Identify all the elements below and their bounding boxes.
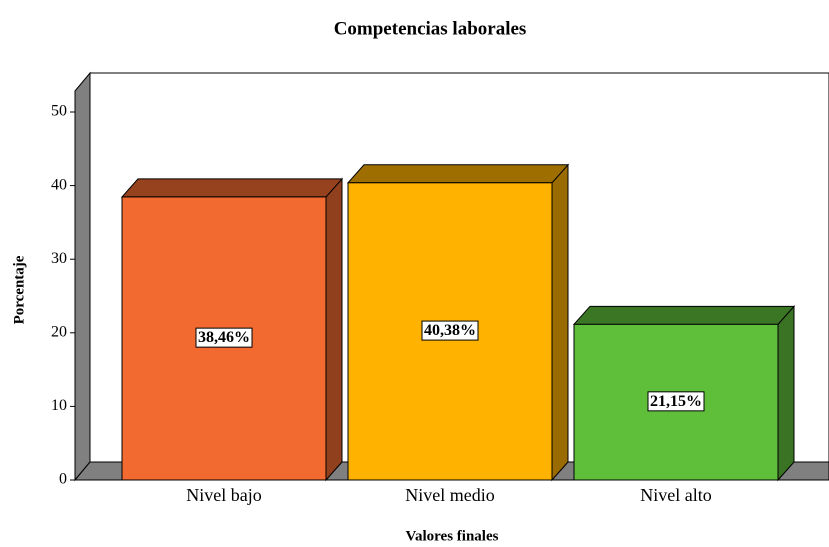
value-label-box [195, 327, 253, 348]
bar-top [346, 164, 570, 184]
value-label: 21,15% [650, 393, 702, 410]
left-wall [74, 71, 91, 482]
bar-side [325, 177, 343, 482]
y-tick-label: 20 [51, 323, 67, 340]
x-axis-label: Valores finales [406, 528, 499, 544]
bar-side [551, 163, 569, 482]
y-tick-label: 0 [59, 471, 67, 488]
y-tick-label: 50 [51, 103, 67, 120]
y-tick-label: 10 [51, 397, 67, 414]
x-tick-label: Nivel medio [405, 485, 494, 505]
value-label-box [421, 320, 479, 341]
bar-side [777, 305, 795, 482]
y-tick-label: 30 [51, 250, 67, 267]
x-tick-label: Nivel bajo [186, 485, 261, 505]
y-axis-label: Porcentaje [11, 255, 27, 324]
bar-top [120, 178, 344, 198]
y-tick-label: 40 [51, 176, 67, 193]
value-label: 38,46% [198, 329, 250, 346]
value-label-box [647, 391, 705, 412]
bar-top [572, 305, 796, 325]
x-tick-label: Nivel alto [640, 485, 711, 505]
chart-title: Competencias laborales [334, 18, 527, 39]
value-label: 40,38% [424, 322, 476, 339]
